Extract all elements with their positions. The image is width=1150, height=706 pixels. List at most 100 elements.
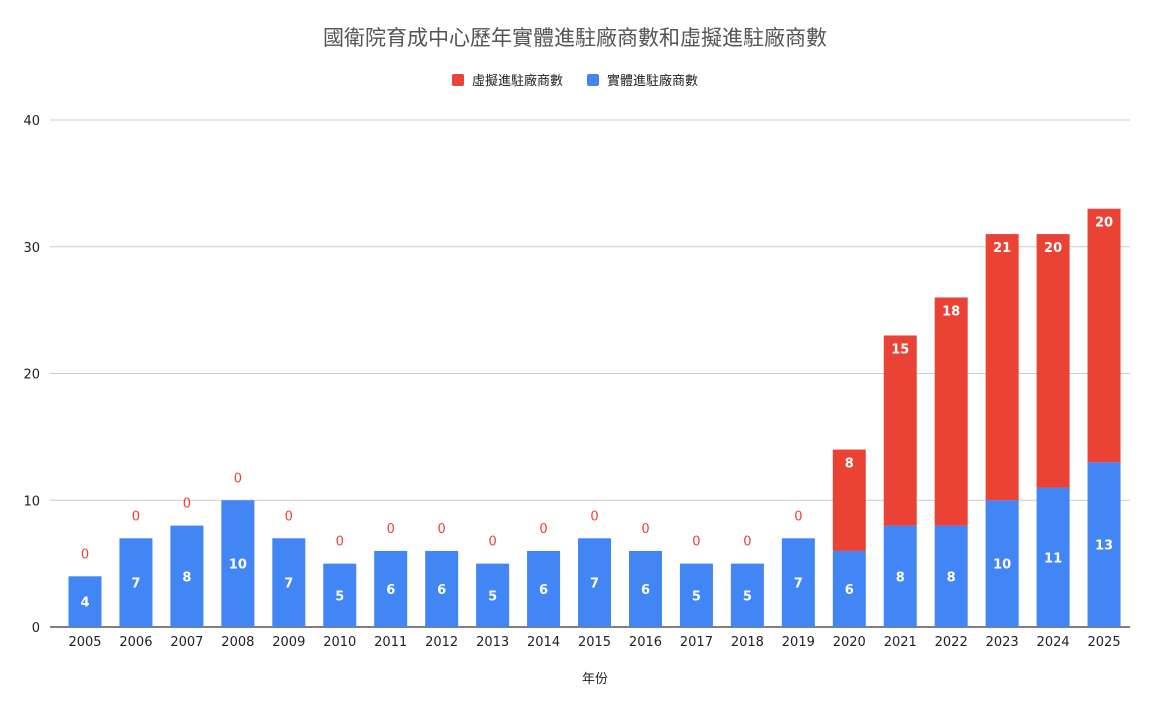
data-label-virtual-2022: 18 (942, 304, 960, 319)
x-tick-label-2025: 2025 (1088, 635, 1121, 650)
data-label-virtual-2011: 0 (387, 522, 395, 537)
bar-physical-2016 (628, 550, 662, 627)
bar-physical-2017 (679, 563, 713, 627)
data-label-physical-2007: 8 (182, 570, 191, 585)
y-tick-label-40: 40 (23, 114, 40, 129)
data-label-virtual-2009: 0 (285, 509, 293, 524)
bar-virtual-2020 (832, 449, 866, 551)
data-label-physical-2015: 7 (590, 577, 599, 592)
bar-physical-2021 (883, 525, 917, 627)
y-tick-label-30: 30 (23, 241, 40, 256)
x-tick-label-2016: 2016 (629, 635, 662, 650)
data-label-physical-2010: 5 (335, 589, 344, 604)
bar-physical-2020 (832, 550, 866, 627)
bar-physical-2005 (68, 576, 102, 627)
data-label-physical-2013: 5 (488, 589, 497, 604)
data-label-virtual-2005: 0 (81, 547, 89, 562)
legend-swatch-virtual (451, 73, 464, 86)
y-tick-label-20: 20 (23, 368, 40, 383)
data-label-virtual-2023: 21 (993, 241, 1011, 256)
data-label-physical-2021: 8 (896, 570, 905, 585)
legend-label-physical: 實體進駐廠商數 (607, 74, 699, 89)
data-label-virtual-2020: 8 (845, 457, 854, 472)
x-tick-label-2009: 2009 (272, 635, 305, 650)
data-label-virtual-2012: 0 (438, 522, 446, 537)
bar-physical-2022 (934, 525, 968, 627)
data-label-physical-2023: 10 (993, 558, 1011, 573)
bar-physical-2025 (1087, 462, 1121, 627)
bar-physical-2018 (730, 563, 764, 627)
x-tick-label-2012: 2012 (425, 635, 458, 650)
x-tick-label-2020: 2020 (833, 635, 866, 650)
legend-label-virtual: 虛擬進駐廠商數 (471, 74, 563, 89)
y-tick-label-10: 10 (23, 494, 40, 509)
legend-item-physical[interactable]: 實體進駐廠商數 (587, 70, 698, 89)
bar-physical-2015 (578, 538, 612, 627)
data-label-physical-2017: 5 (692, 589, 701, 604)
x-tick-label-2010: 2010 (323, 635, 356, 650)
legend: 虛擬進駐廠商數 實體進駐廠商數 (0, 70, 1150, 89)
bars (68, 208, 1121, 627)
bar-physical-2024 (1036, 487, 1070, 627)
bar-physical-2007 (170, 525, 204, 627)
data-label-virtual-2010: 0 (336, 535, 344, 550)
data-label-virtual-2014: 0 (539, 522, 547, 537)
data-label-virtual-2024: 20 (1044, 241, 1062, 256)
data-label-physical-2024: 11 (1044, 551, 1062, 566)
data-label-virtual-2019: 0 (794, 509, 802, 524)
data-label-physical-2022: 8 (947, 570, 956, 585)
x-tick-label-2024: 2024 (1037, 635, 1070, 650)
x-tick-label-2005: 2005 (68, 635, 101, 650)
x-tick-label-2014: 2014 (527, 635, 560, 650)
data-label-virtual-2015: 0 (590, 509, 598, 524)
bar-physical-2012 (425, 550, 459, 627)
data-label-virtual-2006: 0 (132, 509, 140, 524)
data-label-physical-2009: 7 (284, 577, 293, 592)
x-tick-label-2013: 2013 (476, 635, 509, 650)
data-label-physical-2016: 6 (641, 583, 650, 598)
x-tick-label-2011: 2011 (374, 635, 407, 650)
data-labels: 4 0 7 0 8 0 10 0 7 0 5 0 6 0 6 0 5 0 6 0 7 0 6 0 5 0 5 0 7 0 6 8 8 15 8 18 1… (80, 216, 1113, 611)
data-label-virtual-2013: 0 (488, 535, 496, 550)
x-tick-label-2023: 2023 (986, 635, 1019, 650)
bar-physical-2006 (119, 538, 153, 627)
x-tick-label-2008: 2008 (221, 635, 254, 650)
bar-virtual-2025 (1087, 208, 1121, 463)
x-tick-label-2015: 2015 (578, 635, 611, 650)
bar-physical-2011 (374, 550, 408, 627)
x-tick-label-2018: 2018 (731, 635, 764, 650)
y-axis-ticks: 0 10 20 30 40 (23, 114, 40, 636)
data-label-physical-2011: 6 (386, 583, 395, 598)
data-label-physical-2012: 6 (437, 583, 446, 598)
data-label-physical-2014: 6 (539, 583, 548, 598)
legend-item-virtual[interactable]: 虛擬進駐廠商數 (451, 70, 563, 89)
x-axis-title: 年份 (582, 672, 608, 687)
data-label-physical-2018: 5 (743, 589, 752, 604)
data-label-virtual-2021: 15 (891, 342, 909, 357)
x-tick-label-2017: 2017 (680, 635, 713, 650)
data-label-physical-2006: 7 (131, 577, 140, 592)
bar-physical-2008 (221, 500, 255, 627)
data-label-virtual-2025: 20 (1095, 216, 1113, 231)
bar-virtual-2024 (1036, 234, 1070, 488)
bar-physical-2014 (527, 550, 561, 627)
chart-title: 國衛院育成中心歷年實體進駐廠商數和虛擬進駐廠商數 (323, 26, 827, 50)
bar-physical-2019 (781, 538, 815, 627)
data-label-physical-2025: 13 (1095, 539, 1113, 554)
data-label-physical-2019: 7 (794, 577, 803, 592)
data-label-virtual-2008: 0 (234, 471, 242, 486)
data-label-virtual-2018: 0 (743, 535, 751, 550)
data-label-virtual-2007: 0 (183, 497, 191, 512)
bar-physical-2013 (476, 563, 510, 627)
x-tick-label-2007: 2007 (170, 635, 203, 650)
x-tick-label-2019: 2019 (782, 635, 815, 650)
data-label-virtual-2016: 0 (641, 522, 649, 537)
x-tick-label-2022: 2022 (935, 635, 968, 650)
data-label-physical-2020: 6 (845, 583, 854, 598)
data-label-virtual-2017: 0 (692, 535, 700, 550)
bar-virtual-2023 (985, 234, 1019, 501)
x-axis-ticks: 2005 2006 2007 2008 2009 2010 2011 2012 2013 2014… (68, 635, 1120, 650)
bar-physical-2009 (272, 538, 306, 627)
bar-physical-2023 (985, 500, 1019, 627)
